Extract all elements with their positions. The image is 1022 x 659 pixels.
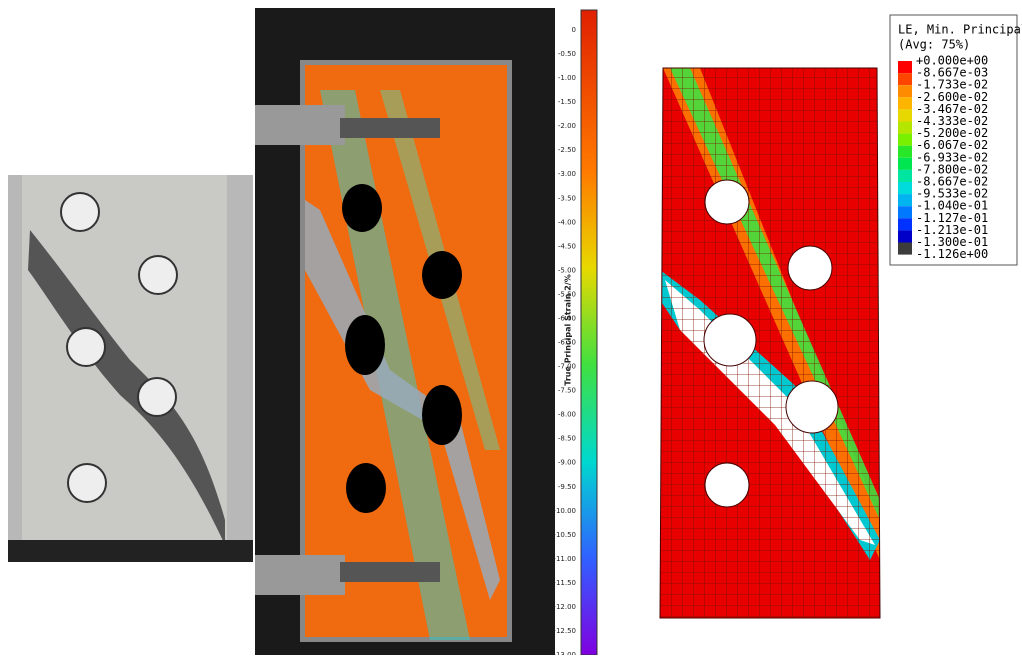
colorbar-tick-label: -3.50 [558, 194, 576, 202]
legend-swatch [898, 194, 912, 206]
legend-swatch [898, 134, 912, 146]
legend-swatch [898, 158, 912, 170]
colorbar-tick-label: -1.00 [558, 74, 576, 82]
legend-swatch [898, 243, 912, 255]
colorbar-tick-label: -11.50 [553, 579, 576, 587]
legend-swatch [898, 109, 912, 121]
colorbar-tick-label: -12.50 [553, 627, 576, 635]
colorbar-tick-label: -1.50 [558, 98, 576, 106]
colorbar-tick-label: -2.00 [558, 122, 576, 130]
colorbar-tick-label: -4.00 [558, 218, 576, 226]
colorbar-tick-label: -7.00 [558, 363, 576, 371]
fe-model [655, 60, 885, 625]
colorbar-tick-label: -13.00 [553, 651, 576, 655]
colorbar-tick-label: -6.50 [558, 339, 576, 347]
colorbar-tick-label: -12.00 [553, 603, 576, 611]
legend-swatch [898, 206, 912, 218]
colorbar-tick-label: 0 [572, 26, 576, 34]
figure: True Principal Strain 2/% 0-0.50-1.00-1.… [0, 0, 1022, 655]
legend-swatch [898, 170, 912, 182]
colorbar-tick-label: -2.50 [558, 146, 576, 154]
legend-title: LE, Min. Principal [898, 23, 1022, 37]
legend-swatch [898, 85, 912, 97]
colorbar-tick-label: -10.50 [553, 531, 576, 539]
legend-swatch [898, 146, 912, 158]
legend-swatch [898, 230, 912, 242]
colorbar-tick-label: -11.00 [553, 555, 576, 563]
legend-swatch [898, 122, 912, 134]
colorbar-tick-label: -9.50 [558, 483, 576, 491]
colorbar-tick-label: -9.00 [558, 459, 576, 467]
legend-swatch [898, 97, 912, 109]
colorbar-tick-label: -8.00 [558, 411, 576, 419]
colorbar-tick-label: -10.00 [553, 507, 576, 515]
legend: LE, Min. Principal (Avg: 75%) +0.000e+00… [890, 15, 1022, 265]
legend-swatch [898, 182, 912, 194]
colorbar-tick-label: -0.50 [558, 50, 576, 58]
colorbar-tick-label: -5.00 [558, 266, 576, 274]
colorbar-tick-label: -6.00 [558, 314, 576, 322]
colorbar-tick-label: -8.50 [558, 435, 576, 443]
colorbar-tick-label: -7.50 [558, 387, 576, 395]
legend-swatch [898, 73, 912, 85]
legend-subtitle: (Avg: 75%) [898, 38, 970, 52]
colorbar-tick-label: -5.50 [558, 290, 576, 298]
specimen-photo [8, 175, 253, 562]
legend-swatch [898, 61, 912, 73]
colorbar-tick-label: -3.00 [558, 170, 576, 178]
legend-label: -1.126e+00 [916, 247, 988, 261]
dic-photo [255, 8, 555, 655]
colorbar-gradient [581, 10, 597, 655]
colorbar: True Principal Strain 2/% 0-0.50-1.00-1.… [553, 10, 597, 655]
colorbar-tick-label: -4.50 [558, 242, 576, 250]
legend-swatch [898, 218, 912, 230]
